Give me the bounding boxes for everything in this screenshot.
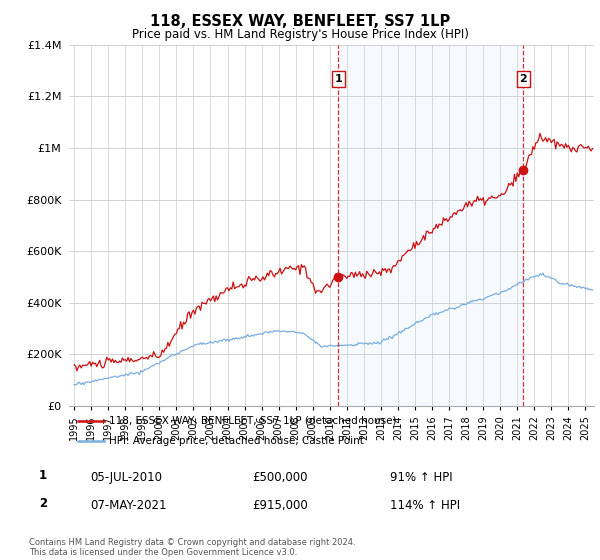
Text: Price paid vs. HM Land Registry's House Price Index (HPI): Price paid vs. HM Land Registry's House … <box>131 28 469 41</box>
Text: 07-MAY-2021: 07-MAY-2021 <box>90 498 167 512</box>
Text: 118, ESSEX WAY, BENFLEET, SS7 1LP (detached house): 118, ESSEX WAY, BENFLEET, SS7 1LP (detac… <box>109 416 397 426</box>
Text: 91% ↑ HPI: 91% ↑ HPI <box>390 470 452 484</box>
Text: £500,000: £500,000 <box>252 470 308 484</box>
Text: 05-JUL-2010: 05-JUL-2010 <box>90 470 162 484</box>
Text: 2: 2 <box>39 497 47 510</box>
Text: 1: 1 <box>39 469 47 482</box>
Text: 1: 1 <box>334 74 342 84</box>
Text: £915,000: £915,000 <box>252 498 308 512</box>
Text: 114% ↑ HPI: 114% ↑ HPI <box>390 498 460 512</box>
Bar <box>338 45 523 406</box>
Text: Contains HM Land Registry data © Crown copyright and database right 2024.
This d: Contains HM Land Registry data © Crown c… <box>29 538 355 557</box>
Text: HPI: Average price, detached house, Castle Point: HPI: Average price, detached house, Cast… <box>109 436 364 446</box>
Text: 2: 2 <box>520 74 527 84</box>
Text: 118, ESSEX WAY, BENFLEET, SS7 1LP: 118, ESSEX WAY, BENFLEET, SS7 1LP <box>150 14 450 29</box>
